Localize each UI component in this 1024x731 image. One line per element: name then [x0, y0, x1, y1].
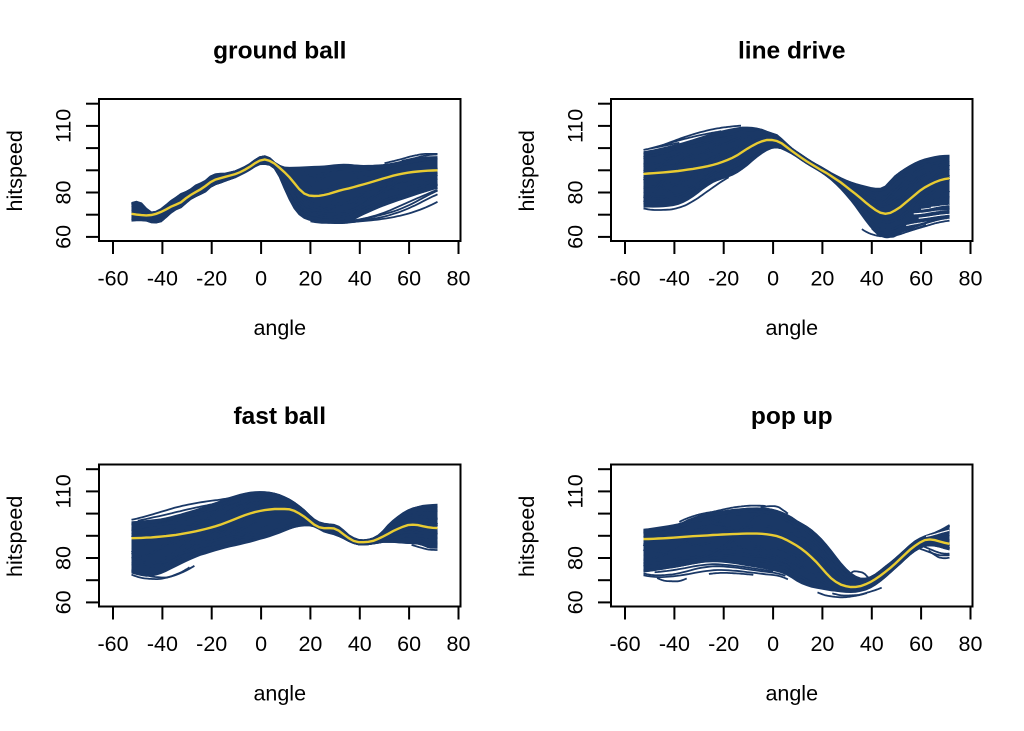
svg-text:60: 60	[909, 267, 933, 291]
svg-text:0: 0	[255, 267, 267, 291]
svg-text:angle: angle	[253, 682, 306, 706]
svg-text:angle: angle	[765, 316, 818, 340]
svg-text:60: 60	[564, 590, 588, 614]
svg-text:80: 80	[959, 267, 983, 291]
svg-text:80: 80	[564, 181, 588, 205]
svg-text:20: 20	[298, 267, 322, 291]
svg-text:20: 20	[298, 632, 322, 656]
svg-text:110: 110	[564, 474, 588, 508]
svg-text:20: 20	[810, 632, 834, 656]
svg-text:hitspeed: hitspeed	[3, 130, 27, 211]
svg-text:60: 60	[397, 267, 421, 291]
svg-text:110: 110	[564, 109, 588, 143]
svg-text:80: 80	[52, 546, 76, 570]
svg-text:pop up: pop up	[751, 403, 833, 430]
svg-text:80: 80	[52, 181, 76, 205]
svg-text:-20: -20	[708, 267, 739, 291]
svg-text:40: 40	[860, 267, 884, 291]
svg-text:angle: angle	[765, 682, 818, 706]
svg-text:-20: -20	[708, 632, 739, 656]
svg-text:0: 0	[255, 632, 267, 656]
svg-text:80: 80	[447, 267, 471, 291]
svg-text:-40: -40	[147, 632, 178, 656]
svg-text:-40: -40	[659, 632, 690, 656]
svg-text:-60: -60	[97, 267, 128, 291]
svg-text:20: 20	[810, 267, 834, 291]
svg-text:-60: -60	[97, 632, 128, 656]
svg-text:hitspeed: hitspeed	[515, 496, 539, 577]
svg-text:ground ball: ground ball	[213, 38, 346, 65]
svg-text:60: 60	[397, 632, 421, 656]
svg-text:fast ball: fast ball	[233, 403, 326, 430]
svg-text:60: 60	[909, 632, 933, 656]
svg-text:60: 60	[52, 590, 76, 614]
svg-text:60: 60	[564, 225, 588, 249]
svg-text:80: 80	[447, 632, 471, 656]
svg-text:80: 80	[564, 546, 588, 570]
svg-text:110: 110	[52, 109, 76, 143]
svg-text:hitspeed: hitspeed	[515, 130, 539, 211]
svg-text:0: 0	[767, 632, 779, 656]
svg-text:-60: -60	[609, 267, 640, 291]
svg-text:60: 60	[52, 225, 76, 249]
svg-text:line drive: line drive	[738, 38, 846, 65]
svg-text:0: 0	[767, 267, 779, 291]
svg-text:40: 40	[348, 632, 372, 656]
svg-text:angle: angle	[253, 316, 306, 340]
svg-text:110: 110	[52, 474, 76, 508]
svg-text:-60: -60	[609, 632, 640, 656]
svg-text:-40: -40	[147, 267, 178, 291]
svg-text:-20: -20	[196, 267, 227, 291]
svg-text:hitspeed: hitspeed	[3, 496, 27, 577]
svg-text:40: 40	[348, 267, 372, 291]
svg-text:80: 80	[959, 632, 983, 656]
svg-text:40: 40	[860, 632, 884, 656]
svg-text:-40: -40	[659, 267, 690, 291]
svg-text:-20: -20	[196, 632, 227, 656]
